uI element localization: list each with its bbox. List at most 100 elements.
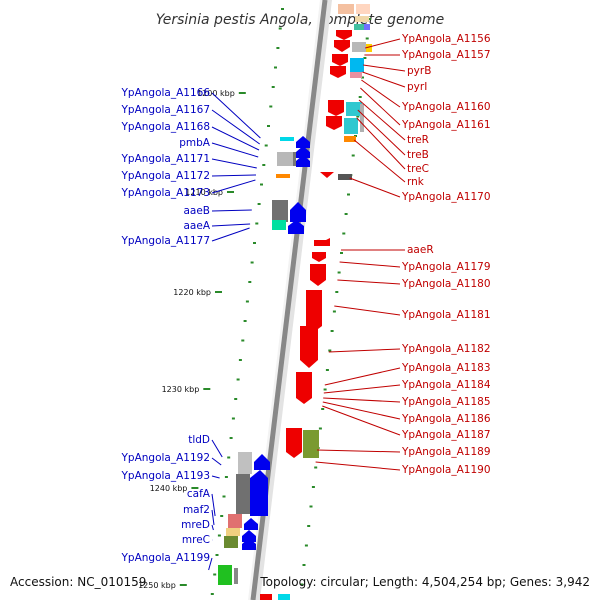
gene-label[interactable]: treC bbox=[407, 163, 429, 175]
gene-label-connector bbox=[316, 449, 401, 453]
gene-label-connector bbox=[353, 139, 406, 183]
gene-label[interactable]: YpAngola_A1168 bbox=[120, 121, 210, 133]
gene-label-connector bbox=[323, 397, 401, 403]
gene-label[interactable]: YpAngola_A1185 bbox=[401, 396, 491, 408]
gene-label[interactable]: pyrB bbox=[407, 65, 431, 77]
gene-label[interactable]: YpAngola_A1189 bbox=[401, 446, 491, 458]
gene-label-connector bbox=[322, 401, 401, 420]
right-gene-labels: YpAngola_A1156 YpAngola_A1157 pyrB pyrI YpAn… bbox=[315, 33, 491, 476]
map-title: Yersinia pestis Angola, complete genome bbox=[156, 12, 445, 28]
kbp-tick-mark bbox=[227, 191, 234, 193]
gene-label-connector bbox=[362, 71, 406, 88]
kbp-tick-mark bbox=[215, 291, 222, 293]
kbp-scale: 1200 kbp 1210 kbp 1220 kbp 1230 kbp 1240 kbp… bbox=[138, 89, 246, 590]
gene-label[interactable]: YpAngola_A1199 bbox=[120, 552, 210, 564]
gene-label[interactable]: cafA bbox=[187, 488, 211, 500]
gene-label-connector bbox=[211, 223, 251, 227]
gene-label[interactable]: treR bbox=[407, 134, 429, 146]
gene-label-connector bbox=[211, 92, 261, 139]
gene-label[interactable]: YpAngola_A1187 bbox=[401, 429, 491, 441]
position-ticks bbox=[210, 8, 371, 595]
gene-label[interactable]: mreD bbox=[181, 519, 210, 531]
gene-label-connector bbox=[211, 457, 222, 466]
gene-label[interactable]: YpAngola_A1160 bbox=[401, 101, 491, 113]
gene-label[interactable]: YpAngola_A1193 bbox=[120, 470, 210, 482]
gene-label[interactable]: YpAngola_A1171 bbox=[120, 153, 210, 165]
gene-label-connector bbox=[357, 109, 406, 156]
gene-label-connector bbox=[328, 348, 401, 353]
gene-features bbox=[218, 4, 372, 600]
gene-label[interactable]: treB bbox=[407, 149, 429, 161]
gene-label[interactable]: YpAngola_A1172 bbox=[120, 170, 210, 182]
gene-label[interactable]: pyrI bbox=[407, 81, 427, 93]
gene-label[interactable]: rnk bbox=[407, 176, 425, 188]
gene-label-connector bbox=[323, 384, 401, 394]
kbp-tick-label: 1250 kbp bbox=[138, 581, 176, 590]
gene-label-connector bbox=[211, 126, 260, 151]
gene-label-connector bbox=[211, 475, 220, 479]
gene-label-connector bbox=[324, 367, 401, 386]
gene-label[interactable]: YpAngola_A1170 bbox=[401, 191, 491, 203]
gene-label-connector bbox=[211, 209, 252, 212]
gene-label[interactable]: mreC bbox=[182, 534, 210, 546]
gene-label[interactable]: YpAngola_A1173 bbox=[120, 187, 210, 199]
gene-label-connector bbox=[339, 261, 401, 268]
gene-label[interactable]: YpAngola_A1166 bbox=[120, 87, 210, 99]
kbp-tick-label: 1210 kbp bbox=[185, 188, 223, 197]
left-gene-labels: YpAngola_A1166 YpAngola_A1167 YpAngola_A11… bbox=[120, 87, 261, 571]
gene-label-connector bbox=[322, 405, 401, 436]
gene-label-connector bbox=[337, 279, 401, 285]
kbp-tick-label: 1230 kbp bbox=[162, 385, 200, 394]
gene-label-connector bbox=[360, 87, 401, 126]
gene-label[interactable]: YpAngola_A1161 bbox=[401, 119, 491, 131]
gene-label[interactable]: YpAngola_A1184 bbox=[401, 379, 491, 391]
gene-label[interactable]: aaeA bbox=[183, 220, 210, 232]
topology-text: Topology: circular; Length: 4,504,254 bp… bbox=[259, 575, 590, 589]
gene-label[interactable]: YpAngola_A1177 bbox=[120, 235, 210, 247]
gene-label[interactable]: maf2 bbox=[183, 504, 210, 516]
kbp-tick-mark bbox=[191, 487, 199, 489]
gene-label-connector bbox=[334, 305, 401, 316]
gene-label-connector bbox=[211, 524, 214, 531]
gene-label[interactable]: YpAngola_A1156 bbox=[401, 33, 491, 45]
accession-text: Accession: NC_010159 bbox=[10, 575, 146, 589]
gene-label[interactable]: YpAngola_A1192 bbox=[120, 452, 210, 464]
gene-label-connector bbox=[356, 117, 406, 170]
gene-label-connector bbox=[211, 227, 250, 242]
gene-label-connector bbox=[315, 461, 401, 471]
gene-label-connector bbox=[211, 509, 215, 526]
gene-label[interactable]: aaeB bbox=[183, 205, 210, 217]
gene-label-connector bbox=[358, 99, 406, 141]
gene-label[interactable]: YpAngola_A1181 bbox=[401, 309, 491, 321]
gene-label-connector bbox=[211, 142, 259, 158]
kbp-tick-mark bbox=[238, 92, 246, 94]
gene-label-connector bbox=[211, 174, 257, 177]
gene-label[interactable]: tldD bbox=[188, 434, 210, 446]
gene-label-connector bbox=[211, 158, 257, 169]
kbp-tick-mark bbox=[203, 388, 211, 390]
gene-label[interactable]: YpAngola_A1182 bbox=[401, 343, 491, 355]
gene-label-connector bbox=[208, 557, 213, 571]
gene-label[interactable]: YpAngola_A1167 bbox=[120, 104, 210, 116]
gene-label-connector bbox=[363, 64, 406, 72]
gene-label-connector bbox=[211, 439, 223, 458]
gene-label-connector bbox=[361, 79, 401, 108]
kbp-tick-mark bbox=[179, 584, 187, 586]
gene-label-connector bbox=[211, 179, 256, 194]
gene-label[interactable]: YpAngola_A1186 bbox=[401, 413, 491, 425]
gene-label[interactable]: YpAngola_A1180 bbox=[401, 278, 491, 290]
gene-label-connector bbox=[365, 38, 401, 49]
gene-label[interactable]: YpAngola_A1179 bbox=[401, 261, 491, 273]
kbp-tick-label: 1240 kbp bbox=[150, 484, 188, 493]
gene-label-connector bbox=[349, 177, 401, 198]
gene-label[interactable]: YpAngola_A1157 bbox=[401, 49, 491, 61]
gene-label[interactable]: aaeR bbox=[407, 244, 434, 256]
gene-label-connector bbox=[211, 493, 216, 517]
gene-label[interactable]: YpAngola_A1183 bbox=[401, 362, 491, 374]
gene-label[interactable]: pmbA bbox=[179, 137, 211, 149]
kbp-tick-label: 1200 kbp bbox=[197, 89, 235, 98]
gene-label-connector bbox=[211, 109, 260, 145]
kbp-tick-label: 1220 kbp bbox=[173, 288, 211, 297]
gene-label[interactable]: YpAngola_A1190 bbox=[401, 464, 491, 476]
